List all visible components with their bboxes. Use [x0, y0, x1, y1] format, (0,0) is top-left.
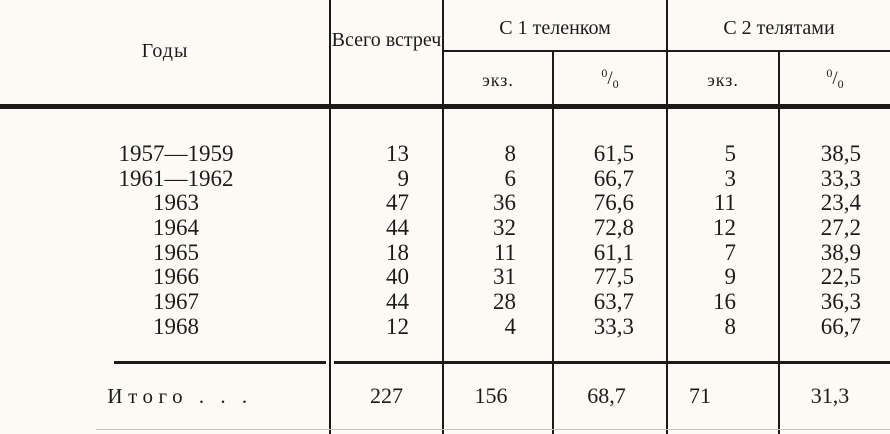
percent-denominator: 0	[612, 77, 619, 91]
total-cell: 44	[386, 289, 409, 315]
totals-calf1-pct-cell: 68,7	[587, 383, 626, 408]
calf2-pct-cell: 36,3	[820, 289, 861, 315]
totals-row: Итого . . . 227 156 68,7 71 31,3	[0, 382, 890, 410]
calf2-count-cell: 16	[713, 289, 736, 315]
totals-calf1-count-cell: 156	[474, 383, 508, 408]
year-cell: 1963	[153, 190, 199, 216]
calf1-count-cell: 28	[493, 289, 516, 315]
totals-calf2-count-cell: 71	[689, 383, 711, 408]
subheader-count-group1: экз.	[482, 70, 514, 90]
table-row: 1966 40 31 77,5 9 22,5	[0, 265, 890, 290]
column-divider-years	[329, 0, 331, 434]
subheader-percent-group1: 0/0	[554, 66, 666, 91]
calf2-count-cell: 12	[713, 215, 736, 241]
calf2-count-cell: 8	[724, 313, 737, 339]
percent-slash: /	[607, 68, 613, 89]
total-cell: 40	[386, 264, 409, 290]
calf2-count-cell: 5	[724, 141, 737, 166]
totals-separator-left	[114, 361, 326, 364]
column-divider-total	[442, 0, 444, 434]
calf1-count-cell: 32	[493, 215, 516, 241]
year-cell: 1961—1962	[118, 165, 234, 191]
column-divider-group1-inner	[552, 51, 554, 434]
total-cell: 9	[397, 165, 410, 191]
calf1-pct-cell: 66,7	[593, 165, 634, 191]
year-cell: 1966	[153, 264, 199, 290]
year-cell: 1965	[153, 239, 199, 265]
header-body-rule	[0, 104, 890, 109]
calf1-pct-cell: 33,3	[593, 313, 634, 339]
calf2-pct-cell: 66,7	[820, 313, 861, 339]
total-cell: 47	[386, 190, 409, 216]
calf2-pct-cell: 27,2	[820, 215, 861, 241]
percent-slash: /	[832, 68, 838, 89]
totals-total-cell: 227	[370, 383, 403, 408]
calf1-count-cell: 8	[504, 141, 517, 166]
column-divider-group2-inner	[778, 51, 780, 434]
year-cell: 1957—1959	[118, 141, 234, 166]
year-cell: 1964	[153, 215, 199, 241]
calf1-count-cell: 31	[493, 264, 516, 290]
column-header-total-encounters: Всего встреч	[331, 29, 442, 51]
totals-separator-right	[334, 361, 890, 364]
table-row: 1963 47 36 76,6 11 23,4	[0, 191, 890, 216]
column-header-years: Годы	[141, 40, 189, 62]
percent-numerator: 0	[601, 66, 608, 80]
totals-calf2-pct-cell: 31,3	[810, 383, 850, 408]
table-row: 1967 44 28 63,7 16 36,3	[0, 289, 890, 315]
total-cell: 18	[386, 239, 409, 265]
calf1-count-cell: 11	[493, 239, 516, 265]
table-row: 1968 12 4 33,3 8 66,7	[0, 313, 890, 340]
total-cell: 44	[386, 215, 409, 241]
group-header-one-calf: С 1 теленком	[499, 17, 611, 39]
calf2-pct-cell: 33,3	[820, 165, 861, 191]
group-header-two-calves: С 2 телятами	[723, 17, 835, 39]
calf1-pct-cell: 72,8	[593, 215, 634, 241]
calf1-count-cell: 6	[504, 165, 517, 191]
calf2-count-cell: 9	[724, 264, 737, 290]
column-divider-groups	[666, 0, 668, 434]
table-row: 1965 18 11 61,1 7 38,9	[0, 239, 890, 266]
percent-numerator: 0	[826, 66, 833, 80]
calf2-pct-cell: 38,5	[820, 141, 861, 166]
year-cell: 1967	[153, 289, 199, 315]
calf2-pct-cell: 23,4	[820, 190, 861, 216]
subheader-percent-group2: 0/0	[780, 66, 890, 91]
table-row: 1961—1962 9 6 66,7 3 33,3	[0, 165, 890, 192]
table-body: 1957—1959 13 8 61,5 5 38,5 1961—1962 9 6…	[0, 141, 890, 340]
table-row: 1957—1959 13 8 61,5 5 38,5	[0, 141, 890, 167]
bottom-faint-rule	[96, 429, 890, 430]
calf1-count-cell: 36	[493, 190, 516, 216]
subheader-count-group2: экз.	[707, 70, 739, 90]
calf1-pct-cell: 77,5	[593, 264, 634, 290]
total-cell: 12	[386, 313, 409, 339]
calf1-pct-cell: 61,1	[593, 239, 634, 265]
table-row: 1964 44 32 72,8 12 27,2	[0, 215, 890, 241]
calf2-pct-cell: 22,5	[820, 264, 861, 290]
percent-denominator: 0	[837, 77, 844, 91]
calf2-count-cell: 7	[724, 239, 737, 265]
group-header-underline	[444, 50, 890, 52]
calf1-pct-cell: 76,6	[593, 190, 634, 216]
calf2-count-cell: 11	[713, 190, 736, 216]
calf1-pct-cell: 63,7	[593, 289, 634, 315]
calf1-count-cell: 4	[504, 313, 517, 339]
total-cell: 13	[386, 141, 409, 166]
calf2-count-cell: 3	[724, 165, 737, 191]
calf2-pct-cell: 38,9	[820, 239, 861, 265]
calf1-pct-cell: 61,5	[593, 141, 634, 166]
totals-label: Итого . . .	[107, 384, 253, 408]
year-cell: 1968	[153, 313, 199, 339]
